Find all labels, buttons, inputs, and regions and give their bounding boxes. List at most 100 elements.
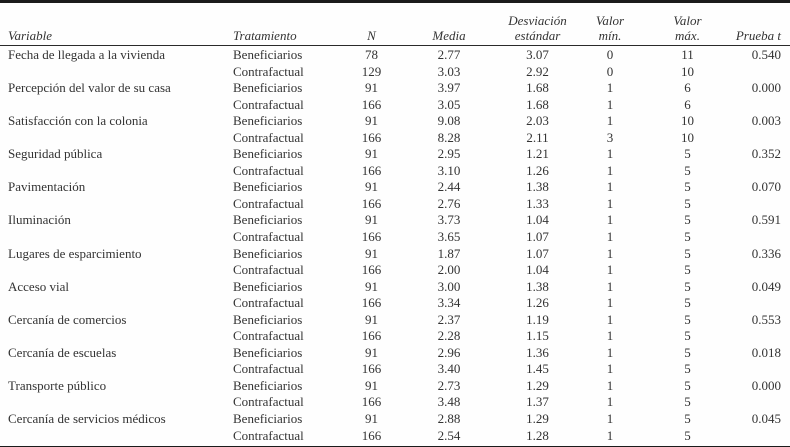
cell-variable: Cercanía de servicios médicos <box>8 411 166 427</box>
cell-valor-min: 1 <box>606 311 614 327</box>
table-row: Contrafactual 166 2.54 1.28 1 5 <box>0 428 790 445</box>
cell-desviacion-estandar: 1.37 <box>526 394 549 410</box>
cell-desviacion-estandar: 1.68 <box>526 80 549 96</box>
cell-media: 2.88 <box>437 411 461 427</box>
cell-media: 1.87 <box>437 245 461 261</box>
table-row: Satisfacción con la colonia Beneficiario… <box>0 113 790 130</box>
cell-valor-max: 5 <box>684 262 691 278</box>
cell-tratamiento: Contrafactual <box>233 361 304 377</box>
cell-prueba-t: 0.553 <box>751 311 781 327</box>
cell-n: 91 <box>365 377 378 393</box>
cell-variable: Percepción del valor de su casa <box>8 80 171 96</box>
cell-n: 129 <box>361 63 382 79</box>
cell-valor-min: 1 <box>606 328 614 344</box>
column-header-label: estándar <box>514 28 561 43</box>
table-row: Lugares de esparcimiento Beneficiarios 9… <box>0 246 790 263</box>
cell-tratamiento: Contrafactual <box>233 328 304 344</box>
table-row: Contrafactual 166 2.76 1.33 1 5 <box>0 196 790 213</box>
table-row: Cercanía de comercios Beneficiarios 91 2… <box>0 312 790 329</box>
column-header-variable: Variable <box>0 28 233 43</box>
cell-media: 2.37 <box>437 311 461 327</box>
cell-valor-min: 1 <box>606 162 614 178</box>
cell-n: 166 <box>361 229 382 245</box>
cell-desviacion-estandar: 1.29 <box>526 411 549 427</box>
cell-media: 2.96 <box>437 344 461 360</box>
table-row: Seguridad pública Beneficiarios 91 2.95 … <box>0 146 790 163</box>
cell-desviacion-estandar: 2.03 <box>526 113 549 129</box>
cell-n: 166 <box>361 427 382 443</box>
cell-prueba-t: 0.000 <box>751 377 781 393</box>
cell-variable: Acceso vial <box>8 278 70 294</box>
cell-tratamiento: Contrafactual <box>233 427 304 443</box>
cell-n: 166 <box>361 195 382 211</box>
table-row: Transporte público Beneficiarios 91 2.73… <box>0 378 790 395</box>
column-header-label: Tratamiento <box>233 28 297 43</box>
cell-media: 2.76 <box>437 195 461 211</box>
cell-prueba-t: 0.000 <box>751 80 781 96</box>
cell-desviacion-estandar: 2.11 <box>526 129 549 145</box>
cell-desviacion-estandar: 1.26 <box>526 295 549 311</box>
table-row: Contrafactual 166 3.40 1.45 1 5 <box>0 361 790 378</box>
cell-media: 3.48 <box>437 394 461 410</box>
cell-valor-min: 1 <box>606 179 614 195</box>
table-row: Cercanía de escuelas Beneficiarios 91 2.… <box>0 345 790 362</box>
cell-tratamiento: Contrafactual <box>233 394 304 410</box>
cell-valor-max: 6 <box>684 96 691 112</box>
cell-valor-min: 1 <box>606 195 614 211</box>
cell-n: 78 <box>365 47 378 62</box>
cell-desviacion-estandar: 1.07 <box>526 245 549 261</box>
cell-valor-max: 5 <box>684 411 691 427</box>
cell-prueba-t: 0.045 <box>751 411 781 427</box>
cell-valor-min: 0 <box>606 63 614 79</box>
cell-desviacion-estandar: 1.29 <box>526 377 549 393</box>
table-row: Pavimentación Beneficiarios 91 2.44 1.38… <box>0 179 790 196</box>
table-row: Contrafactual 166 2.28 1.15 1 5 <box>0 328 790 345</box>
cell-desviacion-estandar: 1.21 <box>526 146 549 162</box>
cell-media: 9.08 <box>437 113 461 129</box>
table-row: Contrafactual 166 3.48 1.37 1 5 <box>0 394 790 411</box>
cell-n: 91 <box>365 146 378 162</box>
cell-tratamiento: Contrafactual <box>233 262 304 278</box>
table-row: Iluminación Beneficiarios 91 3.73 1.04 1… <box>0 212 790 229</box>
cell-valor-max: 5 <box>684 179 691 195</box>
cell-desviacion-estandar: 1.36 <box>526 344 549 360</box>
cell-n: 91 <box>365 278 378 294</box>
cell-media: 2.00 <box>437 262 461 278</box>
table-row: Contrafactual 166 3.65 1.07 1 5 <box>0 229 790 246</box>
cell-n: 91 <box>365 179 378 195</box>
cell-n: 91 <box>365 411 378 427</box>
table-row: Cercanía de servicios médicos Beneficiar… <box>0 411 790 428</box>
cell-valor-min: 1 <box>606 212 614 228</box>
cell-desviacion-estandar: 1.19 <box>526 311 549 327</box>
column-header-min: Valor mín. <box>575 13 645 43</box>
cell-n: 166 <box>361 394 382 410</box>
column-header-tratamiento: Tratamiento <box>233 28 345 43</box>
cell-n: 166 <box>361 96 382 112</box>
cell-valor-min: 3 <box>606 129 614 145</box>
cell-prueba-t: 0.049 <box>751 278 781 294</box>
cell-valor-min: 1 <box>606 278 614 294</box>
cell-tratamiento: Beneficiarios <box>233 245 303 261</box>
cell-desviacion-estandar: 1.28 <box>526 427 549 443</box>
cell-variable: Pavimentación <box>8 179 86 195</box>
column-header-n: N <box>345 28 398 43</box>
cell-n: 91 <box>365 212 378 228</box>
cell-valor-min: 1 <box>606 361 614 377</box>
cell-tratamiento: Contrafactual <box>233 229 304 245</box>
column-header-t: Prueba t <box>730 28 790 43</box>
cell-tratamiento: Beneficiarios <box>233 344 303 360</box>
cell-desviacion-estandar: 1.38 <box>526 179 549 195</box>
cell-tratamiento: Contrafactual <box>233 96 304 112</box>
table-header: Variable Tratamiento N Media Desviación … <box>0 3 790 46</box>
cell-tratamiento: Beneficiarios <box>233 146 303 162</box>
table-row: Contrafactual 129 3.03 2.92 0 10 <box>0 64 790 81</box>
cell-prueba-t: 0.352 <box>751 146 781 162</box>
cell-tratamiento: Contrafactual <box>233 295 304 311</box>
column-header-label: Variable <box>8 28 53 43</box>
cell-valor-max: 5 <box>684 377 691 393</box>
cell-valor-max: 5 <box>684 328 691 344</box>
table-row: Contrafactual 166 2.00 1.04 1 5 <box>0 262 790 279</box>
cell-desviacion-estandar: 1.15 <box>526 328 549 344</box>
cell-variable: Seguridad pública <box>8 146 103 162</box>
